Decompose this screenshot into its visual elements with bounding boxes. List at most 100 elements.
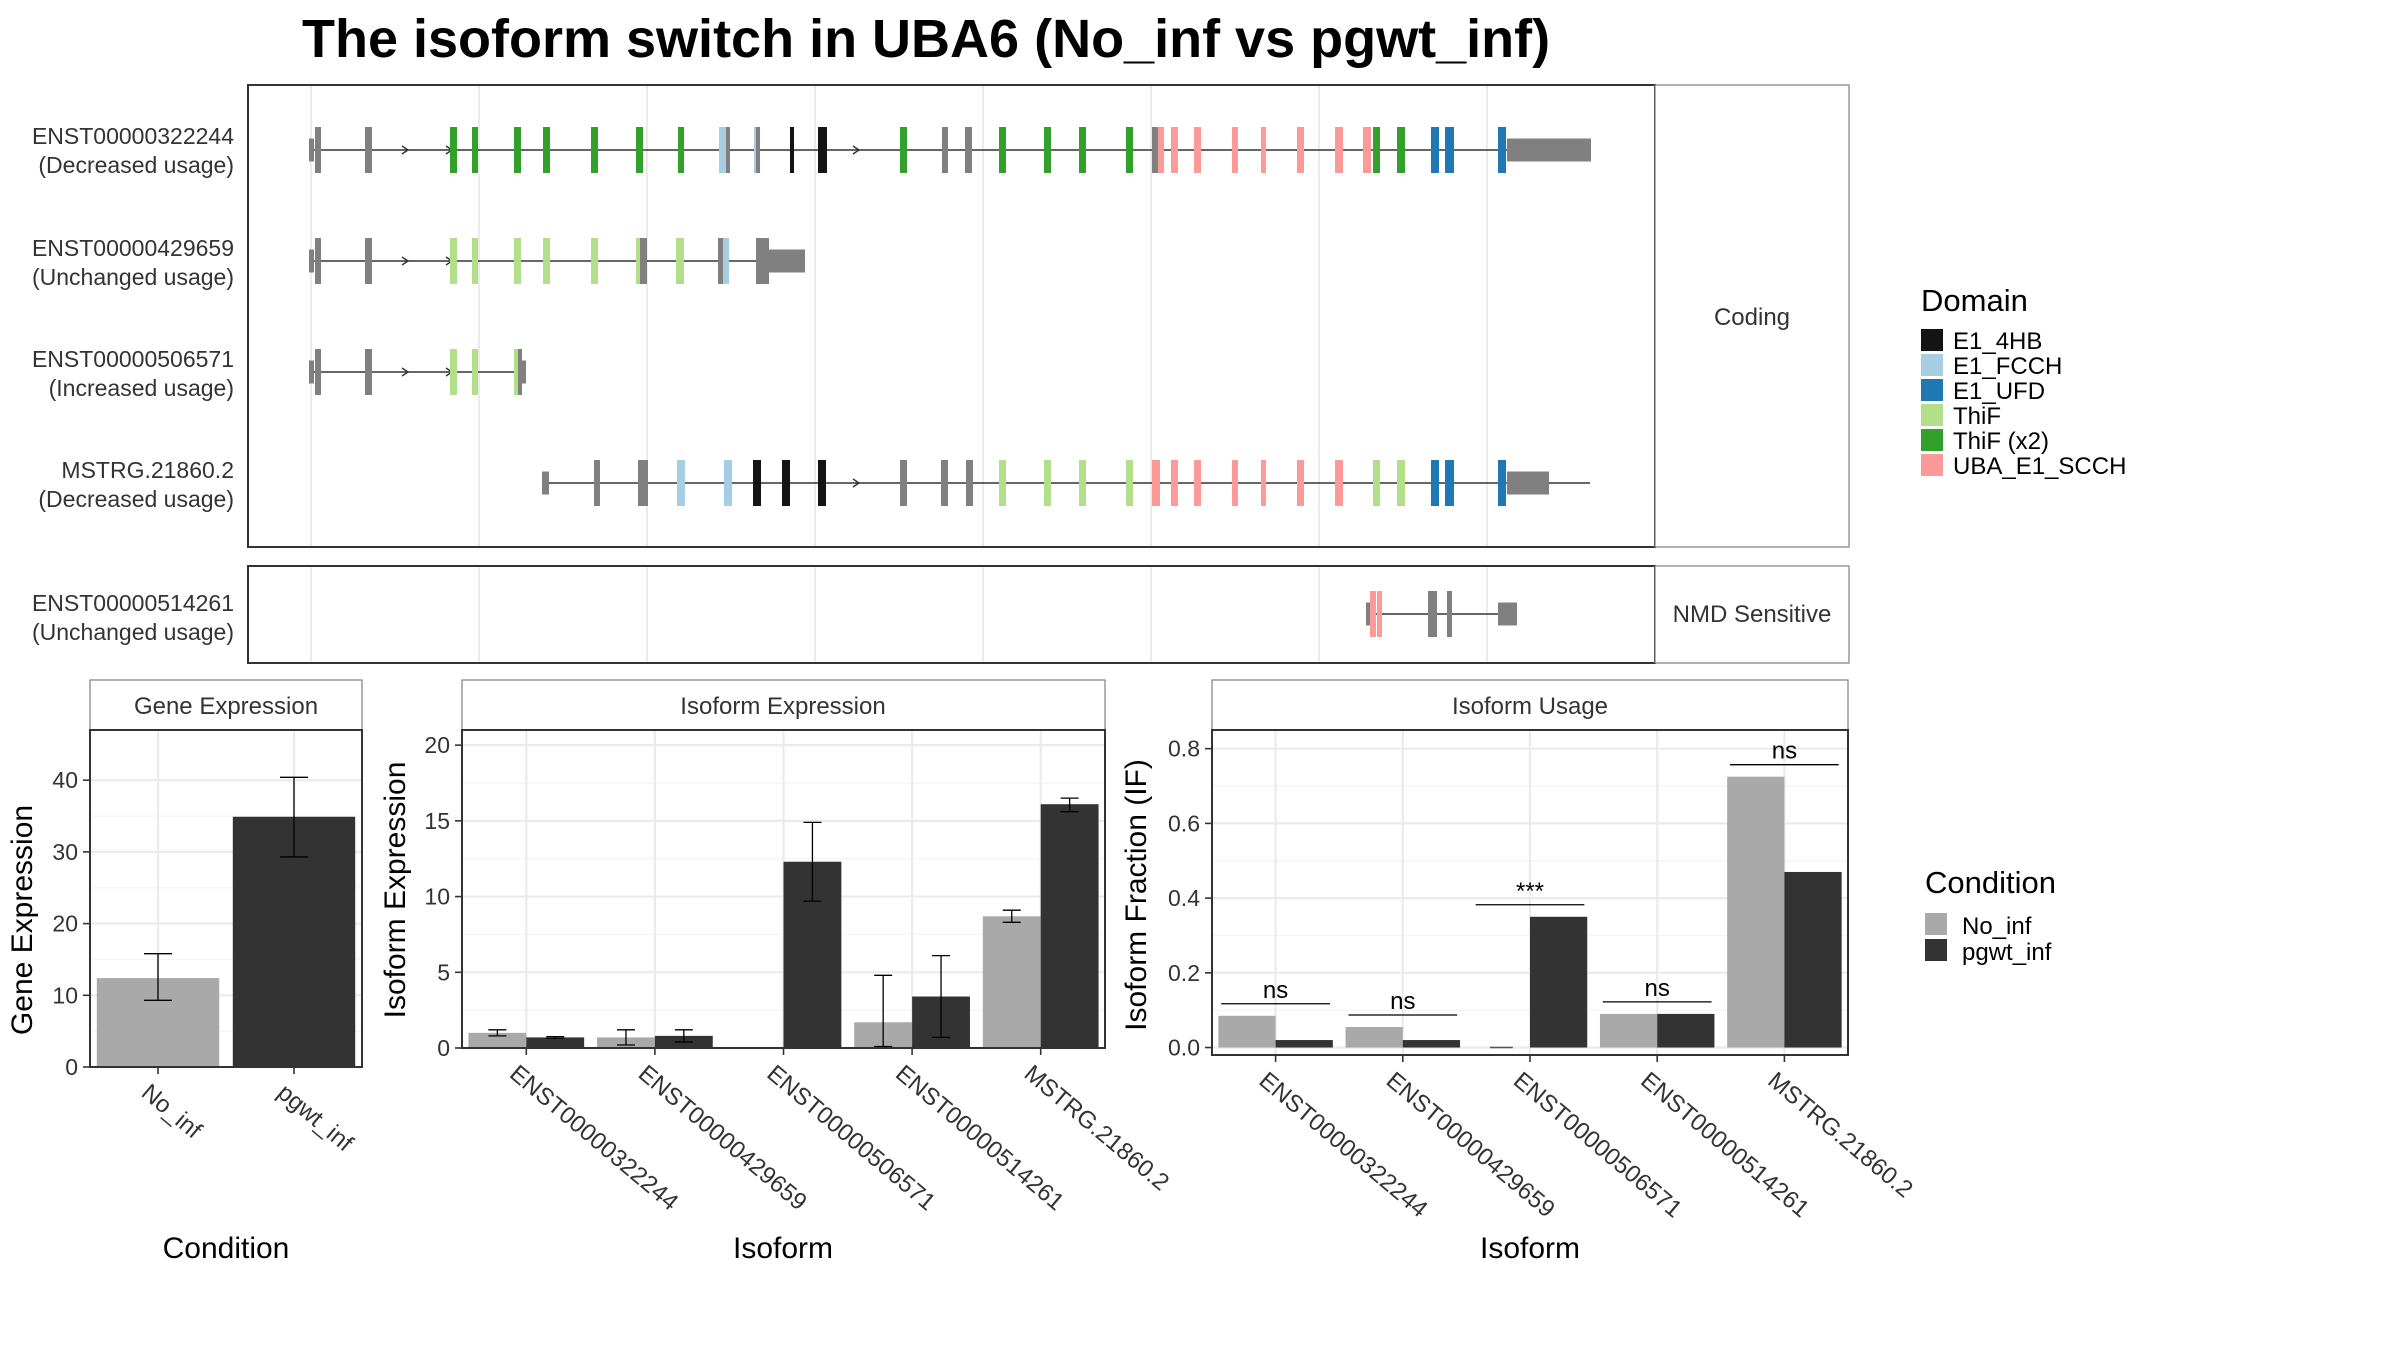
domain-legend: Domain E1_4HB E1_FCCH E1_UFD ThiF ThiF (… [1921,283,2126,480]
x-axis-label: Isoform [733,1232,833,1265]
error-bar [1060,797,1079,813]
exon [365,127,372,173]
exon [472,349,478,395]
exon [756,127,759,173]
strand-arrow [852,478,861,488]
exon [942,127,948,173]
error-bar [280,776,308,858]
exon [1370,591,1376,637]
x-tick-label: pgwt_inf [272,1079,358,1157]
y-tick-label: 40 [52,767,78,793]
bar [1530,916,1588,1048]
legend-label: E1_FCCH [1953,353,2062,380]
exon [966,460,973,506]
exon [591,127,598,173]
transcript-status: (Unchanged usage) [32,264,234,290]
exon [726,127,730,173]
significance-label: *** [1516,878,1544,905]
transcript-id: ENST00000322244 [32,123,234,149]
transcript-id: MSTRG.21860.2 [61,457,234,483]
y-tick-label: 15 [424,808,450,834]
exon [900,127,907,173]
strand-arrow [852,145,861,155]
bar [232,816,356,1067]
exon [309,138,314,162]
exon [365,238,372,284]
exon [1194,127,1201,173]
chart-title: Isoform Expression [680,693,885,720]
coding-panel [247,84,1656,548]
exon [640,238,647,284]
exon [1498,127,1506,173]
error-bar [616,1029,635,1046]
chart-title: Isoform Usage [1452,693,1608,720]
exon [1498,460,1506,506]
exon [678,127,684,173]
y-tick-label: 0 [65,1054,78,1080]
x-axis-label: Condition [163,1232,290,1265]
exon [1335,460,1343,506]
exon [1158,127,1164,173]
condition-legend-title: Condition [1925,865,2056,900]
exon [450,349,457,395]
bar [1345,1026,1403,1048]
chart-strip [89,679,363,731]
error-bar [874,974,893,1048]
exon [790,127,794,173]
exon [753,460,761,506]
transcript-id: ENST00000506571 [32,346,234,372]
plot-border [89,729,363,1068]
legend-swatch-e1-4hb [1921,329,1943,351]
bar [1040,804,1099,1048]
exon [1079,127,1086,173]
error-bar [1002,909,1021,923]
exon [723,238,729,284]
exon [900,460,907,506]
y-tick-label: 10 [424,884,450,910]
legend-swatch-thif [1921,404,1943,426]
exon [315,238,321,284]
exon [1363,127,1371,173]
exon [1079,460,1086,506]
exon [1445,127,1454,173]
legend-label: pgwt_inf [1962,939,2052,966]
exon [543,127,550,173]
exon [999,127,1006,173]
exon [472,238,478,284]
exon [1194,460,1201,506]
exon [543,238,550,284]
y-tick-label: 0.2 [1168,960,1200,986]
coding-strip [1654,84,1850,548]
strand-arrow [401,256,410,266]
bar [1784,871,1842,1048]
exon [1297,127,1304,173]
exon [1428,591,1437,637]
legend-swatch-e1-fcch [1921,354,1943,376]
legend-label: UBA_E1_SCCH [1953,453,2126,480]
exon [450,127,457,173]
exon [309,249,314,273]
bar [1275,1040,1333,1048]
transcript-status: (Decreased usage) [38,152,234,178]
exon [756,249,805,273]
transcript-structure: Coding NMD Sensitive ENST00000322244 (De… [32,84,1850,664]
exon [542,471,549,495]
exon [719,127,726,173]
exon [315,349,321,395]
error-bar [803,821,822,902]
transcript-id: ENST00000429659 [32,235,234,261]
bar [1657,1013,1715,1048]
exon [1498,602,1517,626]
exon [365,349,372,395]
exon [591,238,598,284]
exon [1126,127,1133,173]
bar [1218,1015,1276,1048]
chart-strip [461,679,1106,731]
exon [514,127,521,173]
exon [1261,460,1266,506]
exon [1445,460,1454,506]
exon [1152,460,1160,506]
domain-legend-title: Domain [1921,283,2028,318]
x-axis-label: Isoform [1480,1232,1580,1265]
bar [982,916,1041,1048]
